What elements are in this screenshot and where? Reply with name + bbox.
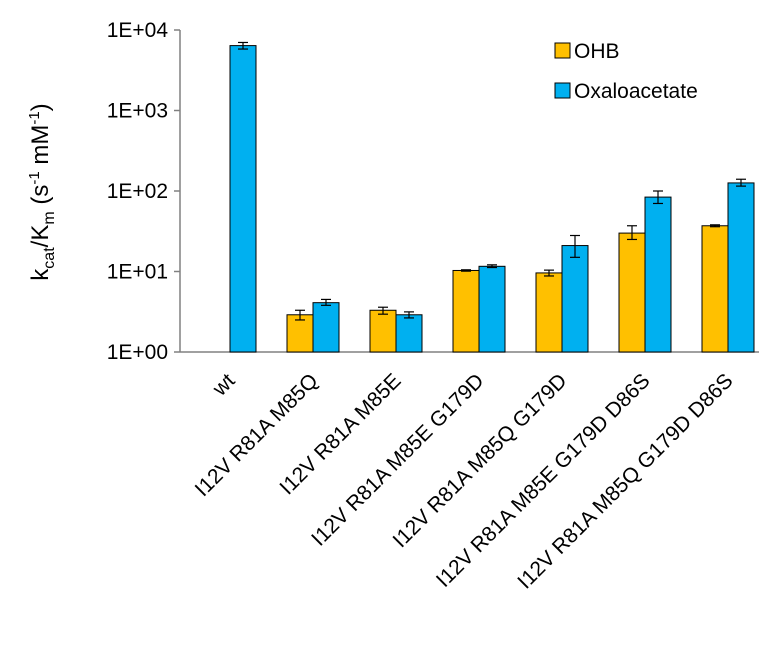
y-tick-labels: 1E+00 1E+01 1E+02 1E+03 1E+04 — [107, 19, 169, 364]
bar-oxaloacetate — [561, 245, 589, 353]
y-tick-label: 1E+01 — [107, 261, 168, 284]
y-tick-label: 1E+03 — [107, 100, 168, 123]
bar-oxaloacetate — [478, 265, 506, 353]
bar-ohb — [452, 269, 480, 353]
legend-swatch — [554, 42, 571, 59]
x-category-label: I12V R81A M85Q G179D — [389, 369, 572, 552]
legend-swatch — [554, 82, 571, 99]
bar-oxaloacetate — [395, 314, 423, 353]
bar-oxaloacetate — [229, 45, 257, 353]
bar-ohb — [618, 232, 646, 353]
bar-ohb — [369, 309, 397, 353]
legend-label: Oxaloacetate — [574, 80, 698, 103]
bar-oxaloacetate — [644, 196, 672, 353]
x-category-label: I12V R81A M85E G179D — [307, 369, 488, 550]
legend: OHB Oxaloacetate — [554, 40, 698, 103]
bar-oxaloacetate — [727, 182, 755, 353]
y-axis-label: kcat/Km (s-1 mM-1) — [26, 103, 58, 280]
y-tick-label: 1E+00 — [107, 341, 168, 364]
y-tick-label: 1E+04 — [107, 19, 169, 42]
bar-ohb — [701, 225, 729, 353]
x-category-label: wt — [208, 369, 240, 401]
chart-bars — [229, 41, 755, 353]
y-tick-label: 1E+02 — [107, 180, 168, 203]
bar-oxaloacetate — [312, 302, 340, 353]
legend-label: OHB — [574, 40, 620, 63]
bar-ohb — [535, 272, 563, 353]
